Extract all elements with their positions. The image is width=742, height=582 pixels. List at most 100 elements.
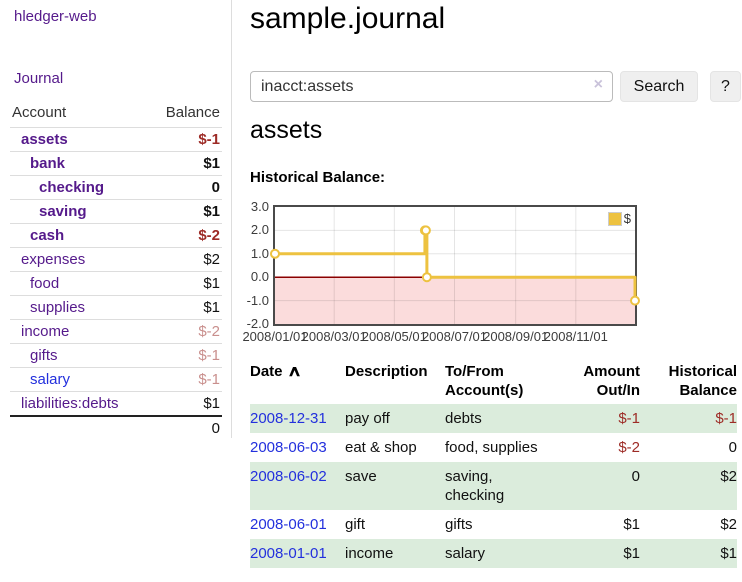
- account-row: cash $-2: [10, 223, 222, 248]
- register-row: 2008-06-02 save saving, checking 0 $2: [250, 462, 737, 510]
- col-balance-header: Historical Balance: [668, 363, 737, 399]
- balance-cell: $2: [720, 516, 737, 533]
- search-input[interactable]: [250, 71, 613, 102]
- register-row: 2008-12-31 pay off debts $-1 $-1: [250, 404, 737, 433]
- sidebar-account-link[interactable]: saving: [39, 203, 87, 220]
- accounts-cell: debts: [445, 410, 482, 427]
- register-table: Date ∧ Description To/From Account(s) Amo…: [250, 360, 737, 568]
- description-cell: gift: [345, 516, 366, 533]
- main-content: sample.journal × Search ? assets Histori…: [232, 0, 742, 582]
- account-row: gifts $-1: [10, 343, 222, 368]
- account-row: bank $1: [10, 151, 222, 176]
- amount-cell: $1: [623, 516, 640, 533]
- y-axis-tick: 2.0: [250, 222, 269, 238]
- accounts-cell: gifts: [445, 516, 473, 533]
- x-axis-tick: 2008/09/01: [483, 329, 549, 344]
- register-row: 2008-06-03 eat & shop food, supplies $-2 0: [250, 433, 737, 462]
- date-link[interactable]: 2008-06-03: [250, 439, 327, 456]
- date-link[interactable]: 2008-06-02: [250, 468, 327, 485]
- account-row: saving $1: [10, 199, 222, 224]
- sidebar-account-link[interactable]: liabilities:debts: [21, 395, 119, 412]
- account-balance: $1: [148, 199, 222, 224]
- sidebar-account-link[interactable]: checking: [39, 179, 105, 196]
- clear-search-icon[interactable]: ×: [593, 76, 603, 93]
- balance-cell: $-1: [715, 410, 737, 427]
- account-balance: $2: [148, 247, 222, 272]
- account-heading: assets: [250, 116, 323, 144]
- account-row: salary $-1: [10, 367, 222, 392]
- page-title: sample.journal: [250, 2, 446, 35]
- accounts-cell: saving, checking: [445, 468, 505, 504]
- accounts-total-value: 0: [148, 415, 222, 440]
- accounts-col-balance-header: Balance: [165, 104, 220, 121]
- y-axis-tick: -1.0: [246, 292, 269, 308]
- y-axis-tick: 0.0: [250, 269, 269, 285]
- description-cell: income: [345, 545, 394, 562]
- amount-cell: 0: [631, 468, 640, 485]
- amount-cell: $-2: [618, 439, 640, 456]
- x-axis-tick: 2008/11/01: [543, 329, 608, 344]
- search-bar: × Search ?: [250, 71, 742, 102]
- description-cell: pay off: [345, 410, 390, 427]
- account-row: expenses $2: [10, 247, 222, 272]
- sidebar-account-link[interactable]: bank: [30, 155, 66, 172]
- description-cell: save: [345, 468, 377, 485]
- col-description-header: Description: [345, 363, 428, 380]
- description-cell: eat & shop: [345, 439, 417, 456]
- legend-swatch: [607, 211, 622, 226]
- sidebar: hledger-web Journal Account Balance asse…: [0, 0, 232, 440]
- chart-legend: $: [606, 210, 632, 227]
- account-row: checking 0: [10, 175, 222, 200]
- x-axis-tick: 2008/05/01: [361, 329, 427, 344]
- account-balance: $1: [148, 391, 222, 416]
- sidebar-account-link[interactable]: cash: [30, 227, 65, 244]
- accounts-cell: salary: [445, 545, 486, 562]
- col-tofrom-header: To/From Account(s): [445, 363, 524, 399]
- x-axis-tick: 2008/03/01: [301, 329, 367, 344]
- balance-cell: $1: [720, 545, 737, 562]
- balance-cell: 0: [728, 439, 737, 456]
- sidebar-account-link[interactable]: gifts: [30, 347, 58, 364]
- help-button[interactable]: ?: [710, 71, 741, 102]
- account-row: assets $-1: [10, 127, 222, 152]
- account-row: food $1: [10, 271, 222, 296]
- col-date-header[interactable]: Date ∧: [250, 363, 302, 380]
- account-row: liabilities:debts $1: [10, 391, 222, 416]
- sidebar-account-link[interactable]: food: [30, 275, 60, 292]
- search-button[interactable]: Search: [620, 71, 698, 102]
- account-balance: $1: [148, 271, 222, 296]
- balance-chart: $ 3.0 2.0 1.0 0.0 -1.0 -2.0 2008/01/01 2008/03/…: [232, 199, 742, 355]
- date-link[interactable]: 2008-12-31: [250, 410, 327, 427]
- y-axis-tick: -2.0: [246, 316, 269, 331]
- y-axis-tick: 3.0: [250, 199, 269, 214]
- y-axis-tick: 1.0: [250, 245, 269, 261]
- account-balance: 0: [148, 175, 222, 200]
- chart-plot[interactable]: $: [270, 205, 640, 326]
- sidebar-account-link[interactable]: assets: [21, 131, 68, 148]
- hledger-web-brand-link[interactable]: hledger-web: [14, 8, 97, 25]
- register-row: 2008-01-01 income salary $1 $1: [250, 539, 737, 568]
- x-axis-tick: 2008/07/01: [421, 329, 488, 344]
- account-balance: $-1: [148, 127, 222, 152]
- account-balance: $-1: [148, 343, 222, 368]
- chart-title: Historical Balance:: [250, 169, 386, 186]
- sidebar-account-link[interactable]: expenses: [21, 251, 86, 268]
- sidebar-account-link[interactable]: income: [21, 323, 70, 340]
- accounts-total-row: 0: [10, 415, 222, 440]
- sort-ascending-icon: ∧: [286, 363, 302, 380]
- date-link[interactable]: 2008-01-01: [250, 545, 327, 562]
- date-link[interactable]: 2008-06-01: [250, 516, 327, 533]
- amount-cell: $1: [623, 545, 640, 562]
- legend-label: $: [623, 211, 631, 226]
- account-balance: $-2: [148, 319, 222, 344]
- account-row: supplies $1: [10, 295, 222, 320]
- amount-cell: $-1: [618, 410, 640, 427]
- accounts-col-account-header: Account: [12, 104, 67, 121]
- sidebar-account-link[interactable]: salary: [30, 371, 71, 388]
- sidebar-account-link[interactable]: supplies: [30, 299, 86, 316]
- x-axis-tick: 2008/01/01: [242, 329, 308, 344]
- account-balance: $-1: [148, 367, 222, 392]
- balance-cell: $2: [720, 468, 737, 485]
- journal-nav-link[interactable]: Journal: [14, 70, 64, 87]
- col-amount-header: Amount Out/In: [583, 363, 640, 399]
